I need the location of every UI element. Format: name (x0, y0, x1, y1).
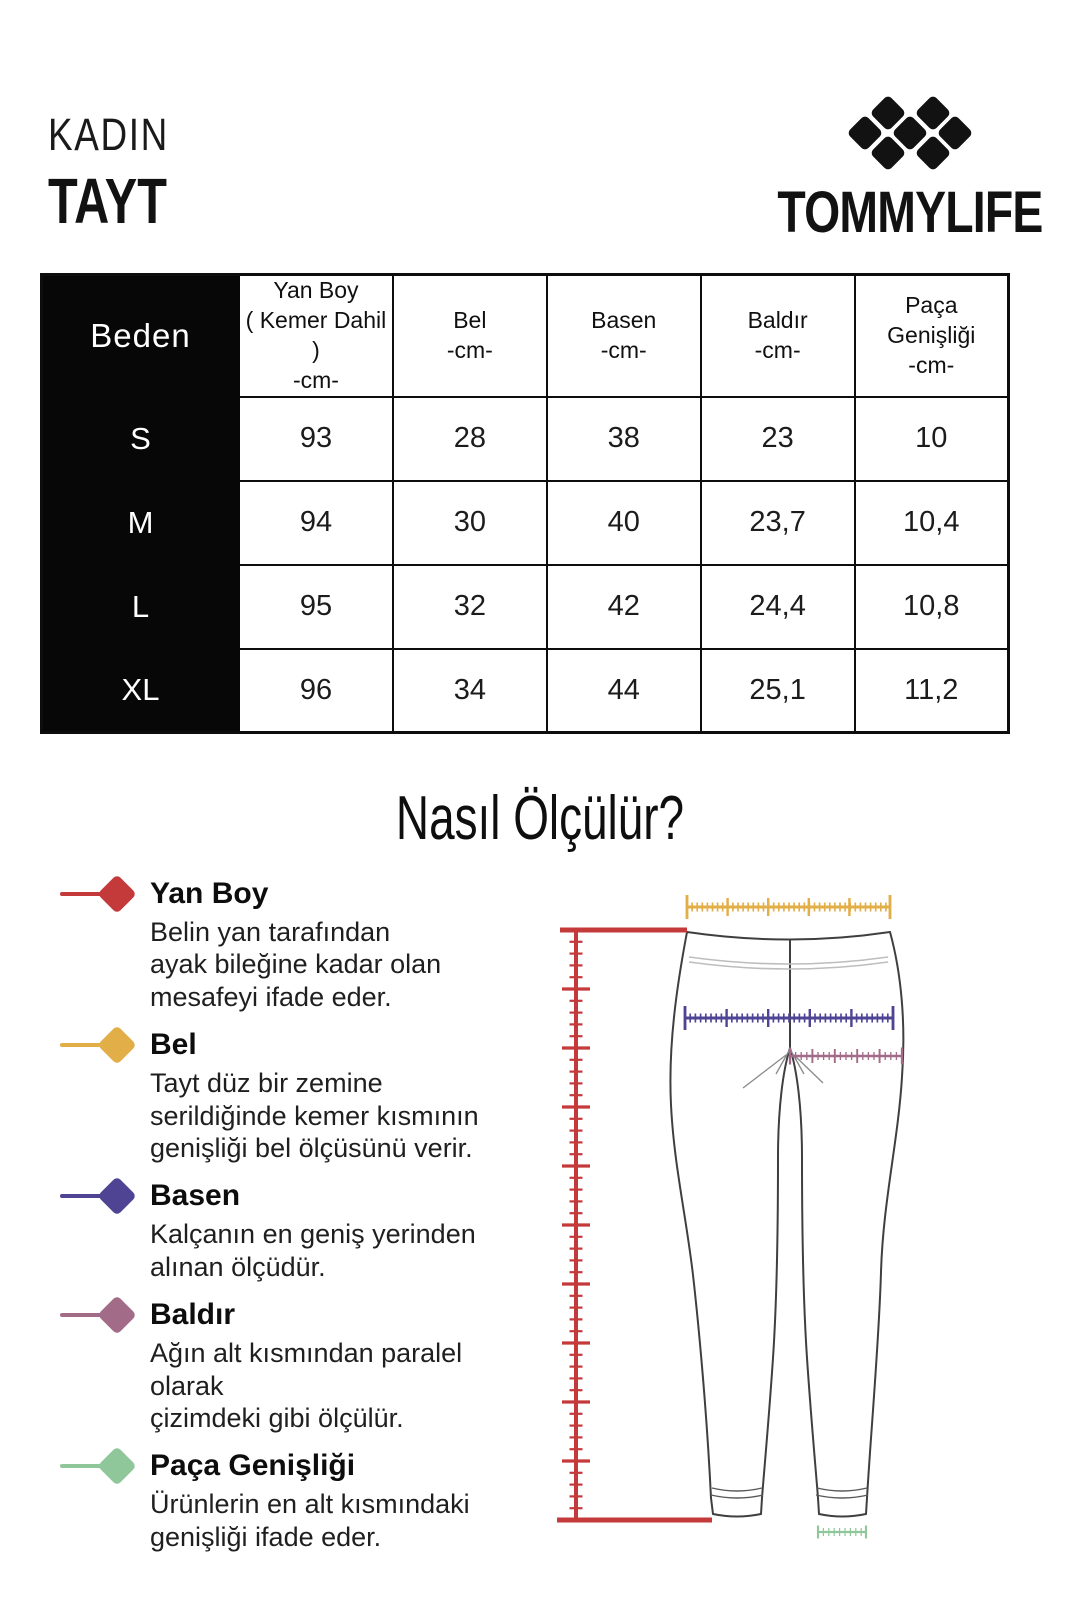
cell-value: 23,7 (699, 479, 856, 566)
leggings-outline (669, 931, 905, 1518)
size-table-header-row: Beden Yan Boy ( Kemer Dahil ) -cm- Bel -… (40, 273, 1010, 398)
legend-item-basen: Basen Kalçanın en geniş yerinden alınan … (60, 1176, 540, 1283)
cell-value: 11,2 (853, 647, 1010, 734)
product-label: TAYT (48, 165, 167, 237)
marker-line (60, 1043, 112, 1048)
legend-label: Baldır (150, 1298, 236, 1332)
paca-diamond-marker-icon (60, 1446, 140, 1487)
legend-label: Basen (150, 1179, 241, 1213)
crotch-stitch-marks (742, 1048, 824, 1089)
legend-description: Tayt düz bir zemine serildiğinde kemer k… (150, 1068, 479, 1163)
legend-item-yan-boy: Yan Boy Belin yan tarafından ayak bileği… (60, 874, 540, 1013)
table-row-l: L 95 32 42 24,4 10,8 (40, 563, 1010, 650)
cuff-seams (710, 1487, 869, 1499)
table-row-m: M 94 30 40 23,7 10,4 (40, 479, 1010, 566)
legend-item-baldir: Baldır Ağın alt kısmından paralel olarak… (60, 1295, 540, 1434)
baldir-diamond-marker-icon (60, 1295, 140, 1335)
column-header-baldir: Baldır -cm- (699, 273, 856, 398)
cell-value: 40 (545, 479, 702, 566)
marker-line (60, 1194, 112, 1199)
column-header-paca: Paça Genişliği -cm- (853, 273, 1010, 398)
yan-boy-diamond-marker-icon (60, 874, 140, 914)
diamond-icon (97, 1176, 137, 1217)
legend-label: Bel (150, 1028, 197, 1062)
cell-value: 10,4 (853, 479, 1010, 566)
size-table: Beden Yan Boy ( Kemer Dahil ) -cm- Bel -… (40, 273, 1010, 735)
diamond-icon (97, 1025, 137, 1065)
cell-value: 96 (238, 647, 394, 734)
bel-diamond-marker-icon (60, 1025, 140, 1065)
measure-legend: Yan Boy Belin yan tarafından ayak bileği… (60, 874, 540, 1567)
legend-description: Belin yan tarafından ayak bileğine kadar… (150, 917, 442, 1012)
marker-line (60, 1464, 112, 1469)
product-heading: KADIN TAYT (48, 112, 204, 233)
legend-item-bel: Bel Tayt düz bir zemine serildiğinde kem… (60, 1025, 540, 1164)
legend-label: Paça Genişliği (150, 1449, 356, 1483)
cell-value: 30 (391, 479, 548, 566)
cell-value: 44 (545, 647, 702, 734)
cell-value: 24,4 (699, 563, 856, 650)
legend-label: Yan Boy (150, 877, 269, 910)
size-label: M (40, 479, 240, 566)
cell-value: 42 (545, 563, 702, 650)
column-header-basen: Basen -cm- (545, 273, 702, 398)
size-label: S (40, 395, 240, 482)
table-row-xl: XL 96 34 44 25,1 11,2 (40, 647, 1010, 734)
size-label: L (40, 563, 240, 650)
diamond-icon (97, 1446, 137, 1487)
basen-diamond-marker-icon (60, 1176, 140, 1217)
category-label: KADIN (48, 109, 169, 160)
paca-ruler (816, 1525, 868, 1539)
leggings-measurement-diagram (557, 895, 905, 1539)
cell-value: 93 (238, 395, 394, 482)
diamond-icon (97, 1295, 137, 1335)
seam-lines (688, 956, 889, 970)
legend-description: Kalçanın en geniş yerinden alınan ölçüdü… (150, 1219, 476, 1282)
legend-description: Ürünlerin en alt kısmındaki genişliği if… (150, 1489, 470, 1552)
size-label: XL (40, 647, 240, 734)
cell-value: 95 (238, 563, 394, 650)
legend-item-paca-genisligi: Paça Genişliği Ürünlerin en alt kısmında… (60, 1446, 540, 1553)
legend-description: Ağın alt kısmından paralel olarak çizimd… (150, 1338, 463, 1433)
marker-line (60, 1313, 112, 1318)
cell-value: 38 (545, 395, 702, 482)
cell-value: 28 (391, 395, 548, 482)
cell-value: 25,1 (699, 647, 856, 734)
cell-value: 32 (391, 563, 548, 650)
cell-value: 94 (238, 479, 394, 566)
baldir-ruler (788, 1047, 904, 1065)
basen-ruler (683, 1006, 895, 1030)
bel-ruler (685, 895, 892, 919)
brand-logo: TOMMYLIFE (742, 94, 1078, 242)
column-header-bel: Bel -cm- (391, 273, 548, 398)
cell-value: 10,8 (853, 563, 1010, 650)
column-header-yan-boy: Yan Boy ( Kemer Dahil ) -cm- (238, 273, 394, 398)
cell-value: 34 (391, 647, 548, 734)
marker-line (60, 892, 112, 896)
tommylife-diamonds-icon (848, 96, 972, 170)
diamond-icon (97, 874, 137, 914)
table-row-s: S 93 28 38 23 10 (40, 395, 1010, 482)
cell-value: 23 (699, 395, 856, 482)
cell-value: 10 (853, 395, 1010, 482)
yan-boy-ruler (562, 930, 590, 1520)
column-header-beden: Beden (40, 273, 240, 398)
brand-name: TOMMYLIFE (777, 180, 1043, 245)
how-to-measure-title: Nasıl Ölçülür? (395, 784, 685, 853)
